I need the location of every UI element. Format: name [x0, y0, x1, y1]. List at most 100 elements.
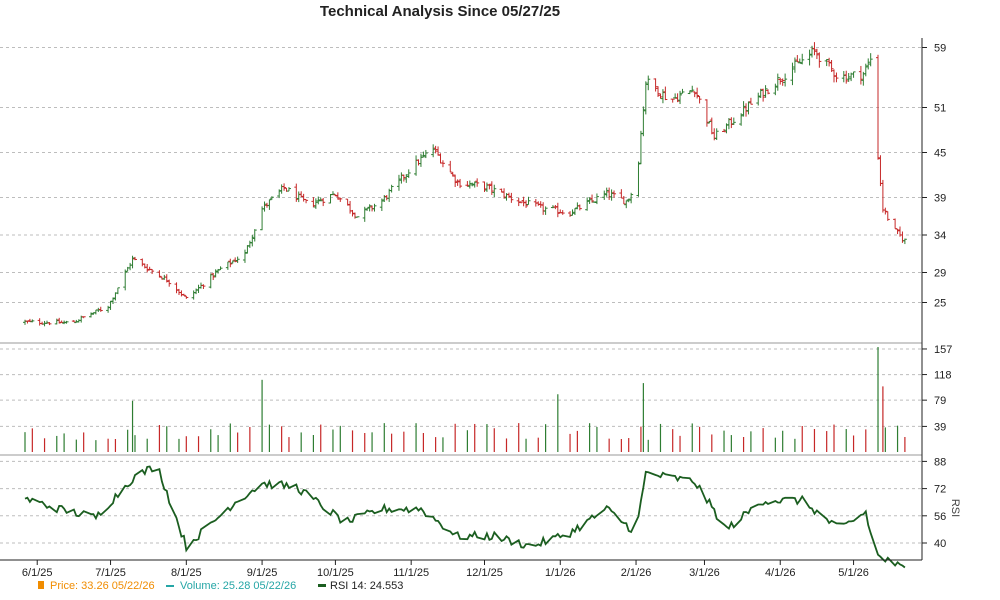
price-bar	[167, 279, 172, 287]
price-bar	[98, 306, 103, 312]
price-bar	[421, 151, 426, 158]
legend-rsi-text: RSI 14: 24.553	[330, 580, 403, 592]
price-bar	[577, 204, 582, 211]
price-bar	[455, 179, 460, 186]
price-bar	[704, 99, 709, 127]
price-bar	[832, 69, 837, 83]
price-bar	[646, 75, 651, 91]
price-bar	[516, 197, 521, 207]
price-bar	[585, 197, 590, 211]
price-bar	[401, 174, 406, 182]
price-bar	[555, 202, 560, 218]
x-tick-label: 2/1/26	[621, 567, 652, 579]
price-bar	[362, 206, 367, 222]
price-bar	[538, 201, 543, 208]
price-bar	[678, 90, 683, 105]
price-bar	[590, 194, 595, 203]
price-bar	[345, 198, 350, 206]
price-bar	[174, 282, 179, 294]
price-bar	[333, 194, 338, 197]
price-bar	[568, 211, 573, 217]
price-bar	[660, 89, 665, 104]
price-bar	[863, 63, 868, 77]
price-bar	[350, 209, 355, 217]
legend-price-text: Price: 33.26 05/22/26	[50, 580, 155, 592]
price-bar	[775, 73, 780, 91]
price-bar	[780, 78, 785, 86]
price-bar	[88, 312, 93, 318]
price-tick-label: 51	[934, 103, 946, 115]
price-bar	[868, 53, 873, 67]
price-bar	[453, 174, 458, 188]
price-bar	[594, 193, 599, 205]
price-bar	[524, 200, 529, 208]
price-bar	[883, 207, 888, 215]
price-tick-label: 45	[934, 148, 946, 160]
x-tick-label: 3/1/26	[689, 567, 720, 579]
legend-volume-swatch	[166, 585, 174, 587]
price-bar	[895, 228, 900, 235]
price-bar	[543, 206, 548, 215]
price-bar	[228, 258, 233, 268]
volume-tick-label: 39	[934, 421, 946, 433]
price-bar	[27, 318, 32, 323]
price-bar	[355, 216, 360, 218]
price-bar	[756, 92, 761, 106]
price-bar	[179, 290, 184, 297]
price-bar	[609, 189, 614, 201]
price-bar	[687, 90, 692, 95]
price-bar	[619, 189, 624, 199]
price-bar	[748, 97, 753, 105]
price-bar	[260, 206, 265, 231]
x-tick-label: 12/1/25	[466, 567, 503, 579]
price-bar	[475, 178, 480, 187]
price-bar	[418, 153, 423, 167]
price-bar	[252, 229, 257, 242]
rsi-line	[24, 465, 906, 569]
price-bar	[181, 293, 186, 296]
price-bar	[338, 197, 343, 202]
price-bar	[465, 181, 470, 187]
price-bar	[436, 146, 441, 156]
price-bar	[208, 273, 213, 289]
price-bar	[827, 57, 832, 67]
price-tick-label: 59	[934, 43, 946, 55]
price-bar	[814, 48, 819, 60]
price-bar	[778, 77, 783, 85]
price-tick-label: 34	[934, 230, 946, 242]
price-bar	[218, 266, 223, 271]
price-bar	[269, 196, 274, 200]
price-bar	[145, 263, 150, 273]
price-bar	[157, 270, 162, 278]
price-bar	[47, 322, 52, 326]
price-bar	[311, 197, 316, 208]
price-bar	[592, 201, 597, 203]
price-tick-label: 29	[934, 268, 946, 280]
price-bar	[629, 192, 634, 204]
price-bar	[110, 297, 115, 305]
price-bar	[440, 160, 445, 168]
price-bar	[414, 155, 419, 176]
price-bar	[893, 218, 898, 230]
price-bar	[348, 200, 353, 214]
price-bar	[526, 196, 531, 206]
price-bar	[242, 249, 247, 263]
price-panel	[23, 42, 907, 327]
price-bar	[876, 54, 881, 160]
price-tick-label: 39	[934, 193, 946, 205]
price-bar	[607, 187, 612, 200]
price-bar	[81, 316, 86, 319]
rsi-tick-label: 72	[934, 484, 946, 496]
price-bar	[372, 203, 377, 212]
price-bar	[164, 274, 169, 283]
price-bar	[176, 288, 181, 296]
price-bar	[638, 130, 643, 165]
price-bar	[692, 91, 697, 98]
price-bar	[365, 207, 370, 211]
price-bar	[675, 93, 680, 103]
price-bar	[230, 260, 235, 264]
price-bar	[448, 160, 453, 173]
rsi-tick-label: 88	[934, 456, 946, 468]
price-bar	[797, 58, 802, 64]
volume-tick-label: 118	[934, 370, 952, 382]
